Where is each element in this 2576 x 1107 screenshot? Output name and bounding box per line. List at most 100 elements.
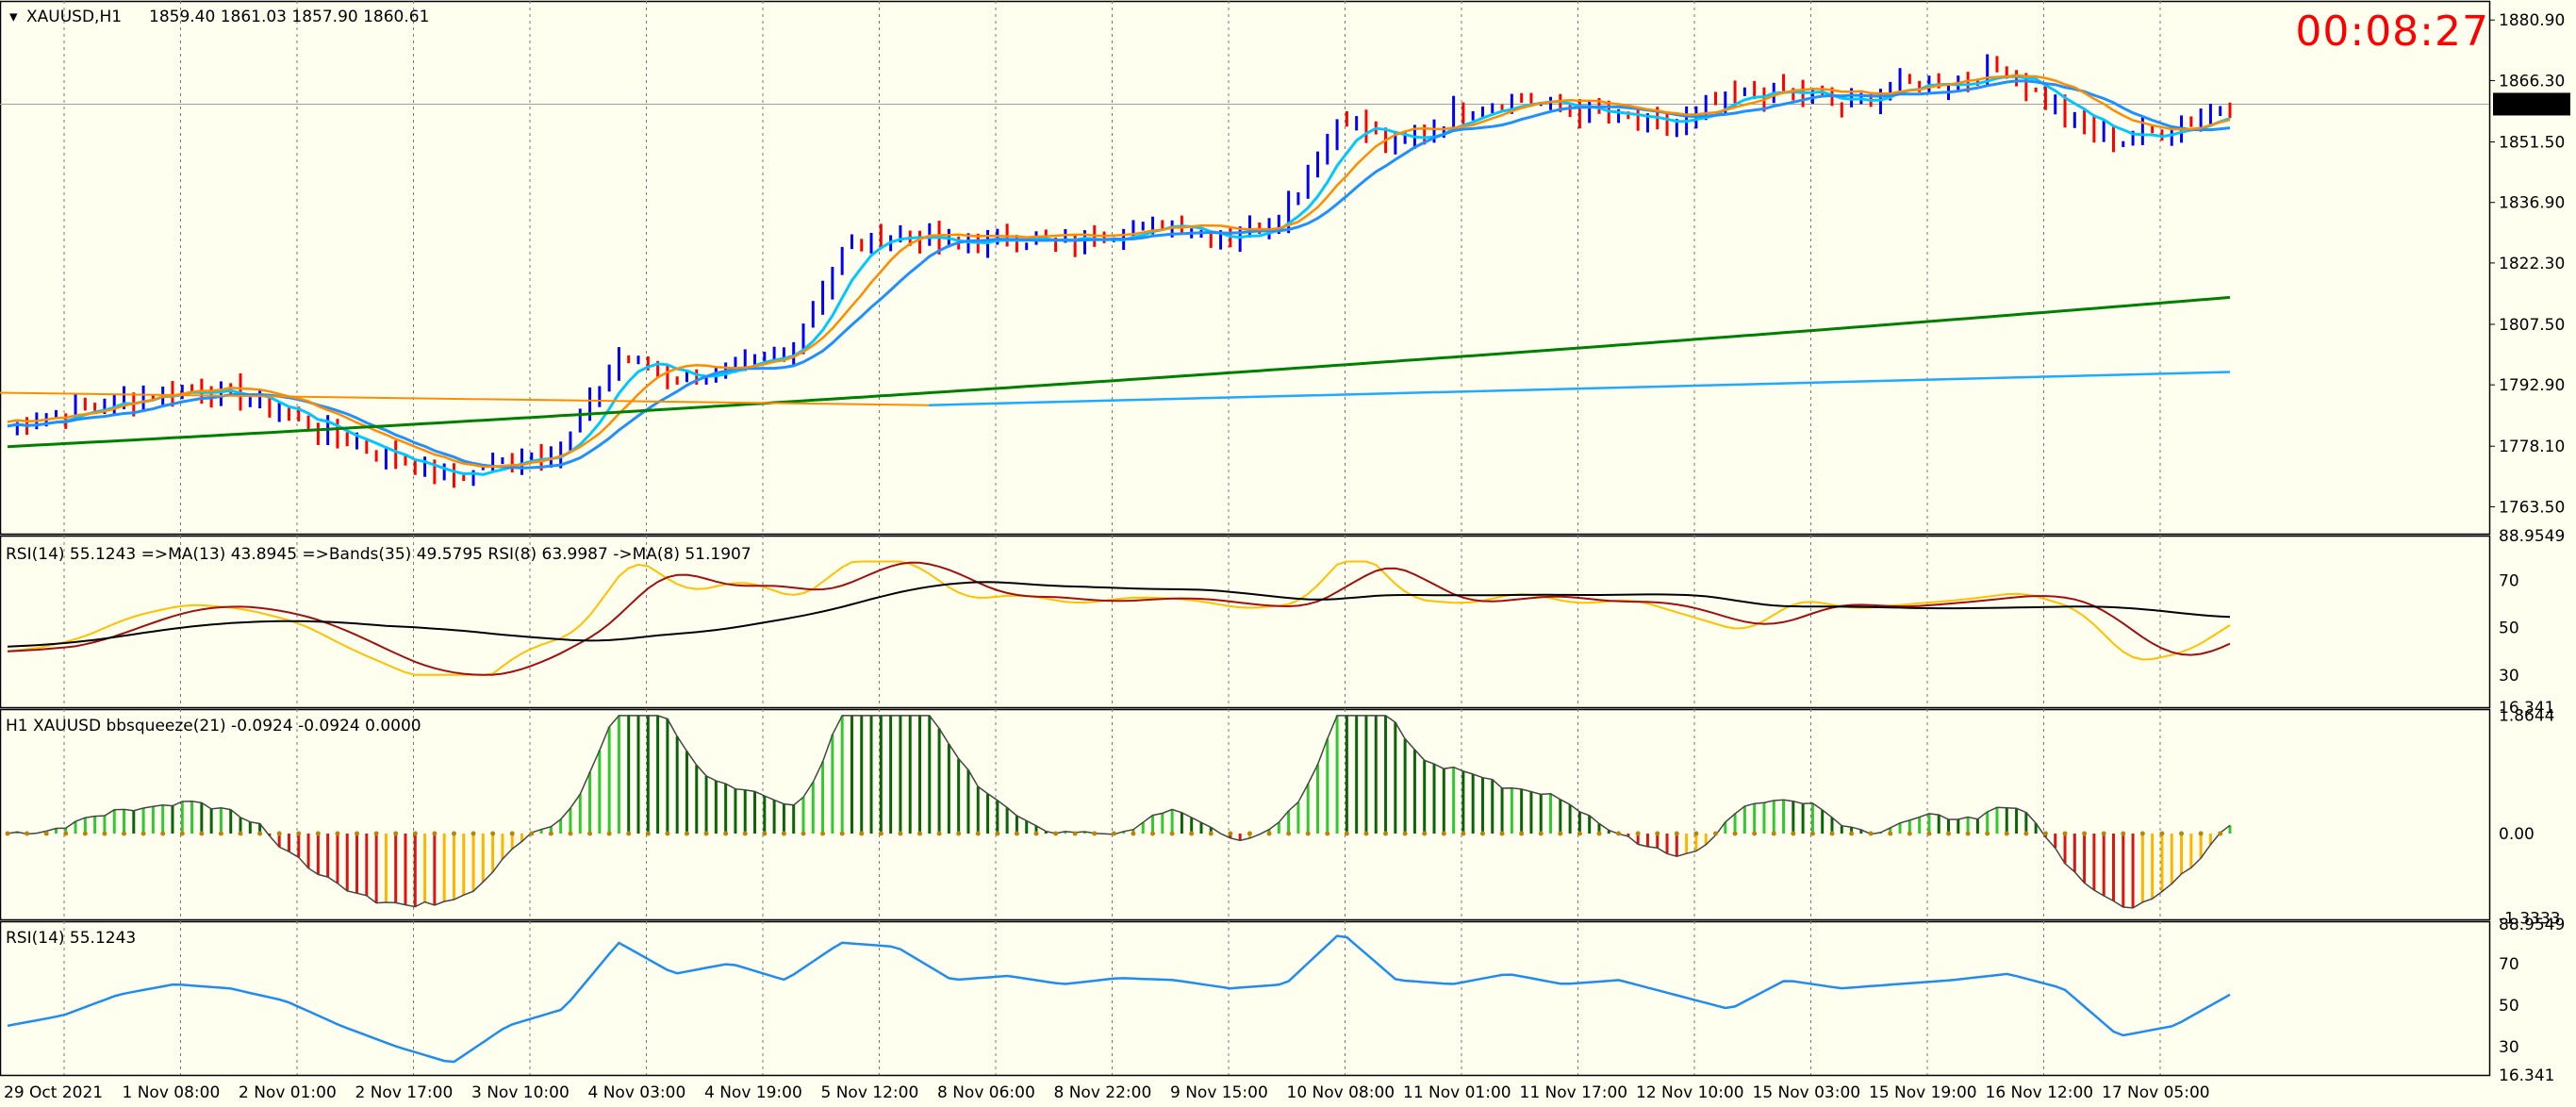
squeeze-dot <box>548 831 553 836</box>
squeeze-dot <box>723 831 729 836</box>
squeeze-dot <box>296 831 302 836</box>
symbol-dropdown-icon[interactable]: ▾ <box>9 8 18 26</box>
price-tick-label: 1836.90 <box>2499 194 2565 213</box>
squeeze-dot <box>2218 831 2223 836</box>
symbol-label: XAUUSD,H1 <box>26 8 122 26</box>
squeeze-dot <box>1072 831 1078 836</box>
rsi-ma-tick-label: 50 <box>2499 620 2519 638</box>
squeeze-dot <box>665 831 670 836</box>
squeeze-dot <box>820 831 826 836</box>
squeeze-dot <box>1849 831 1855 836</box>
squeeze-dot <box>2004 831 2009 836</box>
rsi14-line <box>7 934 2231 1064</box>
time-tick-label: 2 Nov 01:00 <box>239 1083 337 1102</box>
squeeze-dot <box>43 831 49 836</box>
squeeze-label: H1 XAUUSD bbsqueeze(21) -0.0924 -0.0924 … <box>6 717 421 735</box>
squeeze-dot <box>1053 831 1059 836</box>
price-tick-label: 1851.50 <box>2499 134 2565 153</box>
squeeze-dot <box>2159 831 2165 836</box>
squeeze-dot <box>1169 831 1175 836</box>
bbsqueeze-panel[interactable] <box>5 715 2232 909</box>
axes: 29 Oct 2021 1 Nov 08:00 2 Nov 01:00 2 Nov 1… <box>4 11 2570 1102</box>
squeeze-dot <box>1596 831 1602 836</box>
squeeze-dot <box>2198 831 2204 836</box>
squeeze-dot <box>1655 831 1660 836</box>
squeeze-dot <box>63 831 69 836</box>
time-tick-label: 8 Nov 22:00 <box>1054 1083 1152 1102</box>
squeeze-dot <box>1674 831 1679 836</box>
squeeze-dot <box>898 831 903 836</box>
rsi8-ma-line <box>7 561 2231 676</box>
squeeze-dot <box>1868 831 1874 836</box>
squeeze-dot <box>1771 831 1776 836</box>
rsi8-line <box>7 560 2231 676</box>
time-tick-label: 5 Nov 12:00 <box>821 1083 919 1102</box>
squeeze-dot <box>1092 831 1098 836</box>
squeeze-dot <box>2042 831 2048 836</box>
time-tick-label: 15 Nov 19:00 <box>1869 1083 1977 1102</box>
squeeze-dot <box>1344 831 1349 836</box>
price-tick-label: 1880.90 <box>2499 11 2565 30</box>
panel-border <box>0 920 2491 1077</box>
squeeze-dot <box>2082 831 2088 836</box>
price-tick-label: 1778.10 <box>2499 438 2565 456</box>
squeeze-dot <box>1325 831 1330 836</box>
squeeze-dot <box>1965 831 1971 836</box>
squeeze-dot <box>509 831 515 836</box>
squeeze-dot <box>2062 831 2068 836</box>
bar-countdown-timer: 00:08:27 <box>2295 8 2489 56</box>
squeeze-dot <box>606 831 612 836</box>
squeeze-dot <box>160 831 166 836</box>
squeeze-dot <box>1111 831 1116 836</box>
squeeze-dot <box>315 831 321 836</box>
rsi-ma-tick-label: 88.9549 <box>2499 527 2565 546</box>
squeeze-dot <box>1985 831 1990 836</box>
squeeze-dot <box>781 831 786 836</box>
squeeze-tick-label: 1.8644 <box>2499 707 2554 726</box>
squeeze-dot <box>25 831 30 836</box>
squeeze-dot <box>1479 831 1485 836</box>
ma-slow-line <box>7 295 2231 449</box>
squeeze-dot <box>1558 831 1563 836</box>
time-tick-label: 16 Nov 12:00 <box>1986 1083 2094 1102</box>
price-panel[interactable] <box>0 54 2489 488</box>
squeeze-dot <box>1014 831 1019 836</box>
squeeze-dot <box>1228 831 1233 836</box>
rsi-tick-label: 70 <box>2499 955 2519 974</box>
squeeze-dot <box>1208 831 1214 836</box>
time-tick-label: 17 Nov 05:00 <box>2102 1083 2210 1102</box>
price-tick-label: 1763.50 <box>2499 498 2565 517</box>
current-price-box <box>2493 92 2570 116</box>
squeeze-dot <box>122 831 127 836</box>
time-tick-label: 11 Nov 01:00 <box>1403 1083 1511 1102</box>
squeeze-dot <box>742 831 748 836</box>
squeeze-dot <box>917 831 923 836</box>
squeeze-dot <box>393 831 399 836</box>
time-tick-label: 15 Nov 03:00 <box>1753 1083 1861 1102</box>
squeeze-dot <box>5 831 10 836</box>
squeeze-dot <box>1189 831 1195 836</box>
panel-border <box>0 535 2491 709</box>
rsi-ma-label: RSI(14) 55.1243 =>MA(13) 43.8945 =>Bands… <box>6 545 751 564</box>
squeeze-dot <box>257 831 263 836</box>
squeeze-dot <box>1907 831 1912 836</box>
squeeze-dot <box>199 831 205 836</box>
squeeze-dot <box>179 831 185 836</box>
rsi-ma-panel[interactable] <box>7 560 2231 676</box>
squeeze-dot <box>1150 831 1156 836</box>
squeeze-dot <box>1519 831 1525 836</box>
squeeze-tick-label: -1.3333 <box>2499 910 2561 929</box>
squeeze-dot <box>1791 831 1796 836</box>
squeeze-dot <box>1888 831 1893 836</box>
squeeze-dot <box>1712 831 1718 836</box>
orange-trend-line <box>0 391 930 406</box>
panel-frames <box>0 0 2491 1077</box>
squeeze-dot <box>626 831 632 836</box>
squeeze-dot <box>587 831 593 836</box>
time-tick-label: 8 Nov 06:00 <box>937 1083 1035 1102</box>
squeeze-dot <box>218 831 223 836</box>
squeeze-dot <box>140 831 146 836</box>
squeeze-dot <box>451 831 456 836</box>
rsi-panel[interactable] <box>7 934 2231 1064</box>
